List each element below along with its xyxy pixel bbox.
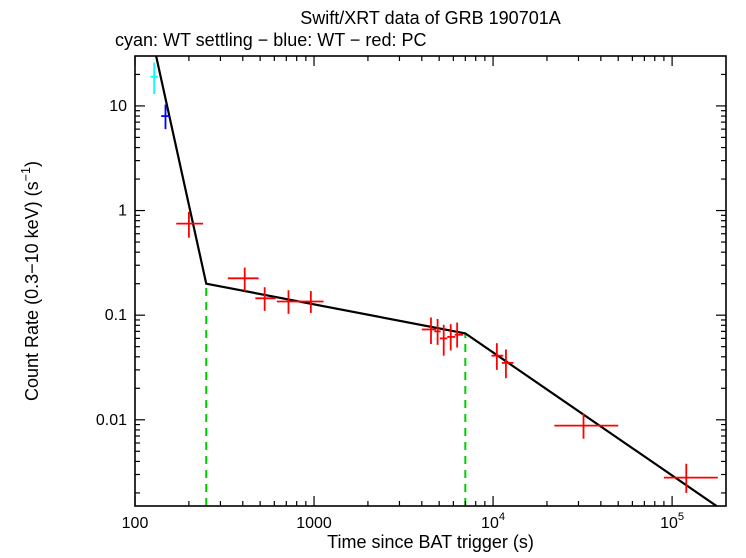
chart-subtitle: cyan: WT settling − blue: WT − red: PC	[115, 30, 426, 50]
chart-title: Swift/XRT data of GRB 190701A	[300, 8, 560, 28]
ytick-label: 10	[109, 98, 127, 115]
ytick-label: 1	[118, 203, 127, 220]
xtick-label: 1000	[296, 515, 332, 532]
x-axis-label: Time since BAT trigger (s)	[327, 532, 534, 552]
lightcurve-chart: 10010001041050.010.1110Time since BAT tr…	[0, 0, 746, 558]
y-axis-label: Count Rate (0.3−10 keV) (s−1)	[19, 161, 42, 401]
ytick-label: 0.01	[96, 412, 127, 429]
xtick-label: 100	[122, 515, 149, 532]
chart-container: 10010001041050.010.1110Time since BAT tr…	[0, 0, 746, 558]
ytick-label: 0.1	[105, 307, 127, 324]
